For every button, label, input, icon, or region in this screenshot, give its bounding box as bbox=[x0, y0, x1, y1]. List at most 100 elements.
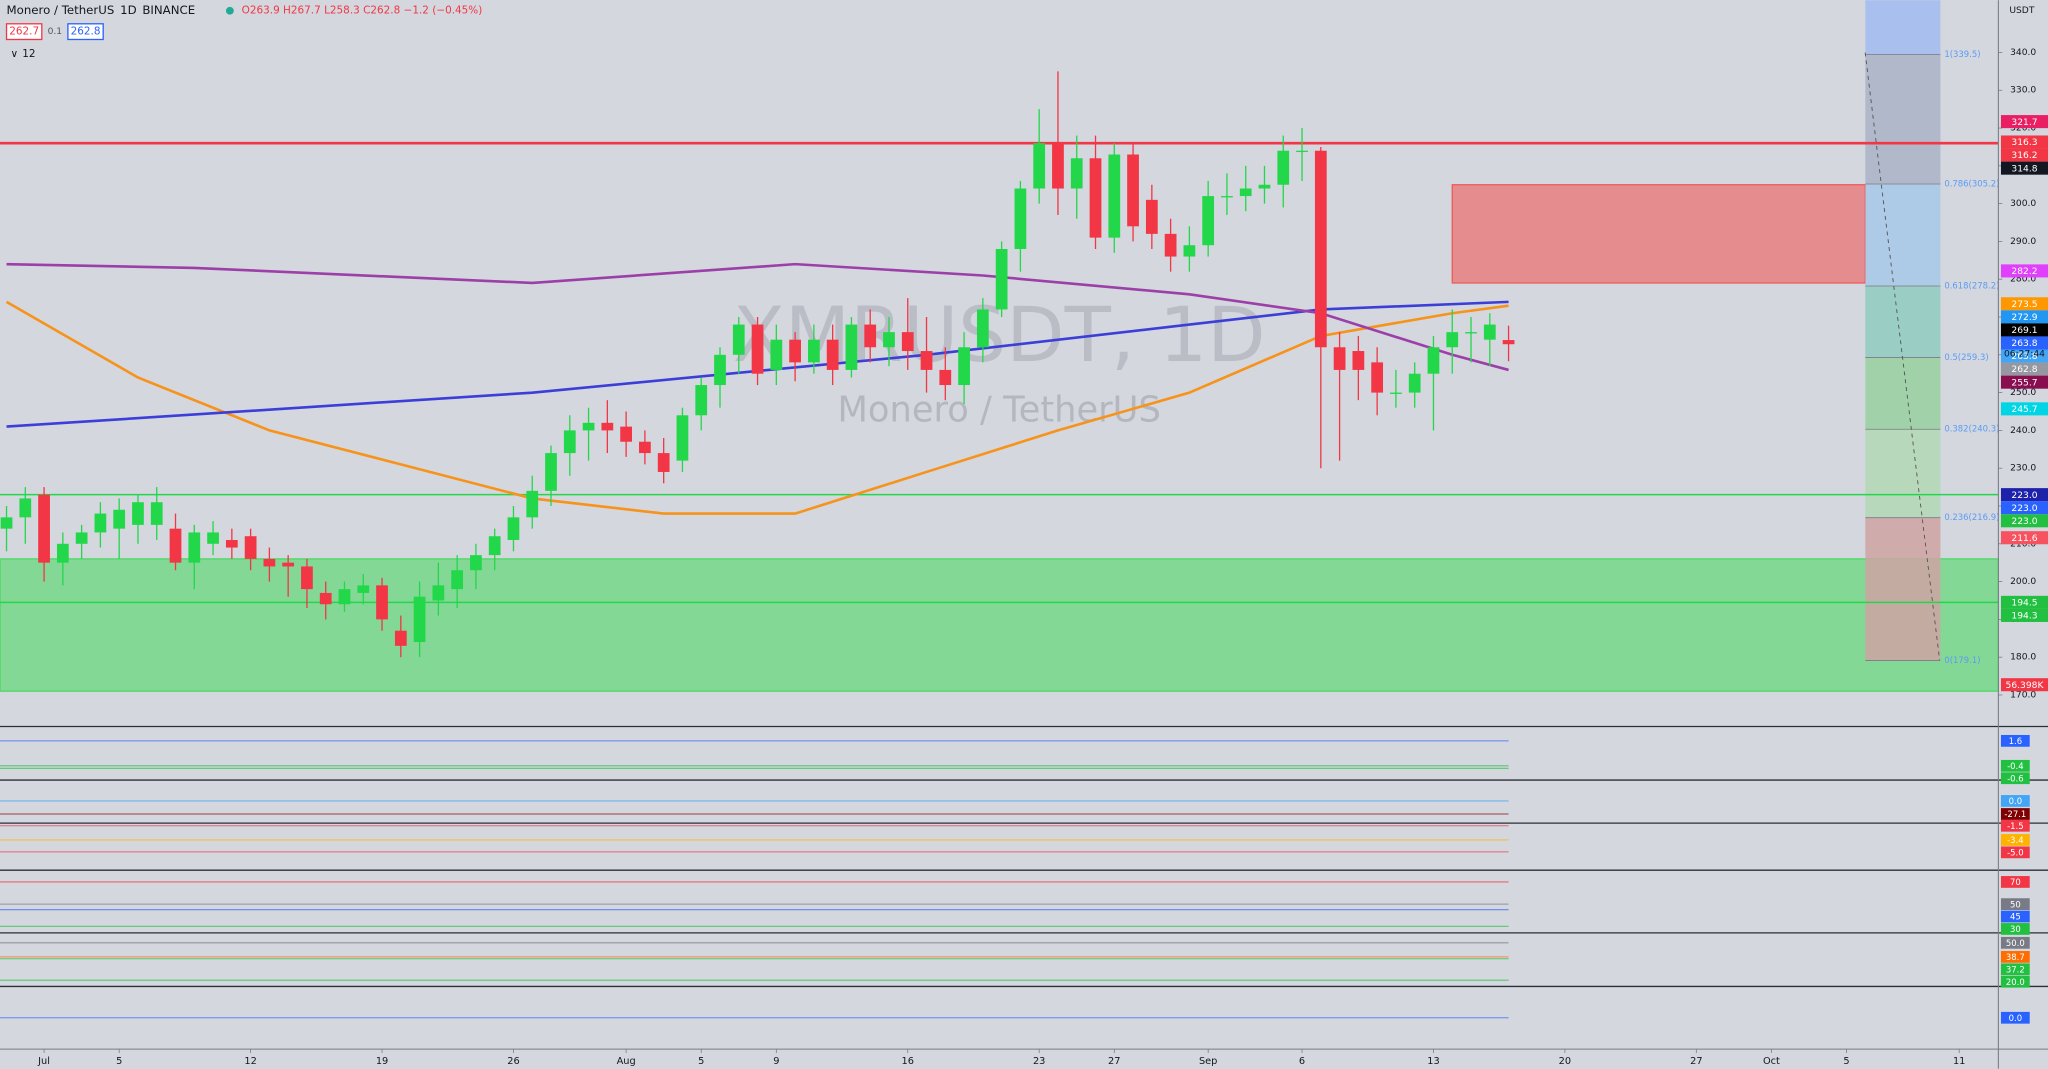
zone bbox=[0, 558, 2000, 692]
fib-top bbox=[1865, 0, 1941, 55]
candle-body bbox=[113, 509, 126, 529]
price-tag bbox=[2000, 488, 2048, 502]
pane-tag-label: 30 bbox=[2010, 924, 2021, 934]
pane-tag-label: 50 bbox=[2010, 899, 2021, 909]
price-tag bbox=[2000, 264, 2048, 278]
candle-body bbox=[920, 351, 933, 370]
candle-body bbox=[56, 543, 69, 563]
price-tag-label: 282.2 bbox=[2011, 267, 2037, 277]
candle-body bbox=[657, 453, 670, 472]
price-tag-label: 194.5 bbox=[2011, 599, 2037, 609]
sell-price[interactable]: 262.7 bbox=[9, 26, 39, 38]
main-layer: 340.0330.0320.0310.0300.0290.0280.0270.0… bbox=[0, 48, 2048, 1067]
candle-body bbox=[995, 248, 1008, 310]
candle-body bbox=[0, 517, 13, 529]
fib-band bbox=[1865, 357, 1941, 430]
price-tag-label: 321.7 bbox=[2011, 118, 2037, 128]
x-tick-label: 27 bbox=[1108, 1056, 1120, 1067]
y-tick-label: 340.0 bbox=[2010, 48, 2036, 58]
pane-tag-label: -27.1 bbox=[2004, 809, 2026, 819]
pane-tag bbox=[2000, 808, 2030, 820]
price-tag bbox=[2000, 323, 2048, 337]
status-dot bbox=[225, 6, 234, 15]
pane-tag bbox=[2000, 951, 2030, 963]
price-tag bbox=[2000, 161, 2048, 175]
price-tag bbox=[2000, 310, 2048, 324]
price-tag bbox=[2000, 148, 2048, 162]
pane-tag-label: 38.7 bbox=[2006, 952, 2025, 962]
candle-body bbox=[751, 324, 764, 374]
watermark-subtitle: Monero / TetherUS bbox=[838, 390, 1161, 431]
price-tag bbox=[2000, 349, 2048, 363]
x-tick-label: Sep bbox=[1199, 1056, 1217, 1067]
spread: 0.1 bbox=[48, 27, 63, 37]
candle-body bbox=[1202, 196, 1215, 246]
x-tick-label: 6 bbox=[1299, 1056, 1305, 1067]
moving-average bbox=[6, 262, 1509, 372]
pane-tag-label: 70 bbox=[2010, 877, 2021, 887]
pane-tag-label: 45 bbox=[2010, 912, 2021, 922]
y-tick-label: 180.0 bbox=[2010, 653, 2036, 663]
x-tick-label: 5 bbox=[116, 1056, 122, 1067]
candle-body bbox=[826, 339, 839, 370]
price-tag-label: 262.8 bbox=[2011, 365, 2037, 375]
y-tick-label: 320.0 bbox=[2010, 124, 2036, 134]
price-tag-label: 273.5 bbox=[2011, 300, 2037, 310]
candle-body bbox=[976, 309, 989, 348]
price-tag-label: 269.1 bbox=[2011, 326, 2037, 336]
fib-label: 0.382(240.3) bbox=[1944, 424, 1999, 434]
indicator-toggle[interactable]: ∨ bbox=[10, 48, 18, 60]
fib-label: 0(179.1) bbox=[1944, 655, 1980, 665]
y-tick-label: 200.0 bbox=[2010, 577, 2036, 587]
pane-tag bbox=[2000, 1011, 2030, 1024]
price-tag-label: 316.3 bbox=[2011, 138, 2037, 148]
candle-body bbox=[1127, 154, 1139, 227]
fib-band bbox=[1865, 54, 1941, 184]
candle-body bbox=[770, 339, 783, 370]
y-tick-label: 230.0 bbox=[2010, 464, 2036, 474]
x-tick-label: 23 bbox=[1033, 1056, 1045, 1067]
candle-body bbox=[507, 517, 520, 541]
candle-body bbox=[244, 536, 257, 559]
pane-tag-label: 0.0 bbox=[2009, 796, 2022, 806]
candle-body bbox=[1352, 351, 1365, 370]
price-tag-label: 263.8 bbox=[2011, 352, 2037, 362]
candle-body bbox=[75, 532, 88, 544]
candle-body bbox=[939, 369, 952, 386]
fib-band bbox=[1865, 517, 1941, 661]
price-tag-label: 255.7 bbox=[2011, 378, 2037, 388]
pane-tag bbox=[2000, 975, 2030, 988]
x-tick-label: 13 bbox=[1427, 1056, 1439, 1067]
x-tick-label: 9 bbox=[773, 1056, 779, 1067]
fib-band bbox=[1865, 286, 1941, 358]
candle-body bbox=[526, 490, 539, 518]
candle-body bbox=[1314, 150, 1327, 348]
x-tick-label: 19 bbox=[376, 1056, 388, 1067]
moving-average bbox=[6, 300, 1509, 428]
pane-tag-label: 0.0 bbox=[2009, 1013, 2022, 1023]
y-tick-label: 300.0 bbox=[2010, 199, 2036, 209]
buy-price[interactable]: 262.8 bbox=[71, 26, 101, 38]
candle-body bbox=[1164, 233, 1177, 257]
candle-body bbox=[282, 562, 295, 567]
candle-body bbox=[150, 502, 163, 525]
exchange: BINANCE bbox=[142, 3, 195, 17]
volume-tag-bg bbox=[2000, 678, 2048, 692]
pane-tag bbox=[2000, 834, 2030, 846]
x-tick-label: 11 bbox=[1953, 1056, 1965, 1067]
fib-label: 1(339.5) bbox=[1944, 49, 1980, 59]
price-tag bbox=[2000, 336, 2048, 350]
buy-box[interactable] bbox=[67, 23, 104, 41]
sell-box[interactable] bbox=[5, 23, 43, 41]
pane-tag-label: 1.6 bbox=[2009, 736, 2022, 746]
candle-body bbox=[357, 585, 370, 593]
indicator-count[interactable]: 12 bbox=[22, 48, 35, 60]
candle-body bbox=[901, 332, 914, 352]
pane-tag bbox=[2000, 734, 2030, 747]
price-tag-label: 263.8 bbox=[2011, 339, 2037, 349]
x-tick-label: Jul bbox=[37, 1056, 50, 1067]
countdown: 06:27:44 bbox=[2004, 350, 2045, 360]
price-tag bbox=[2000, 608, 2048, 622]
x-tick-label: 20 bbox=[1559, 1056, 1571, 1067]
candle-body bbox=[714, 354, 726, 386]
